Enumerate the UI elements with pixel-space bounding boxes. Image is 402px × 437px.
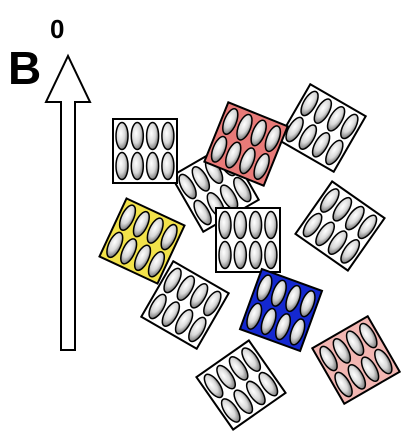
molecule	[234, 212, 246, 239]
molecule	[162, 153, 174, 180]
molecule	[131, 153, 143, 180]
tile	[113, 119, 177, 183]
tile	[295, 181, 384, 270]
field-superscript: 0	[50, 14, 64, 44]
tile	[240, 269, 322, 351]
tile	[278, 84, 365, 171]
page: {"label": {"base": "B", "superscript": "…	[0, 0, 402, 437]
molecule	[147, 153, 159, 180]
tile	[216, 208, 280, 272]
molecule	[131, 123, 143, 150]
molecule	[116, 123, 128, 150]
molecule	[250, 212, 262, 239]
tiles	[99, 84, 399, 429]
molecule	[250, 242, 262, 269]
molecule	[162, 123, 174, 150]
tile	[312, 316, 399, 403]
molecule	[116, 153, 128, 180]
field-arrow	[46, 56, 90, 350]
molecule	[234, 242, 246, 269]
molecule	[265, 242, 277, 269]
molecule	[147, 123, 159, 150]
molecule	[265, 212, 277, 239]
diagram: B 0	[0, 0, 402, 437]
tile	[196, 340, 285, 429]
field-label: B	[8, 42, 41, 94]
molecule	[219, 242, 231, 269]
molecule	[219, 212, 231, 239]
